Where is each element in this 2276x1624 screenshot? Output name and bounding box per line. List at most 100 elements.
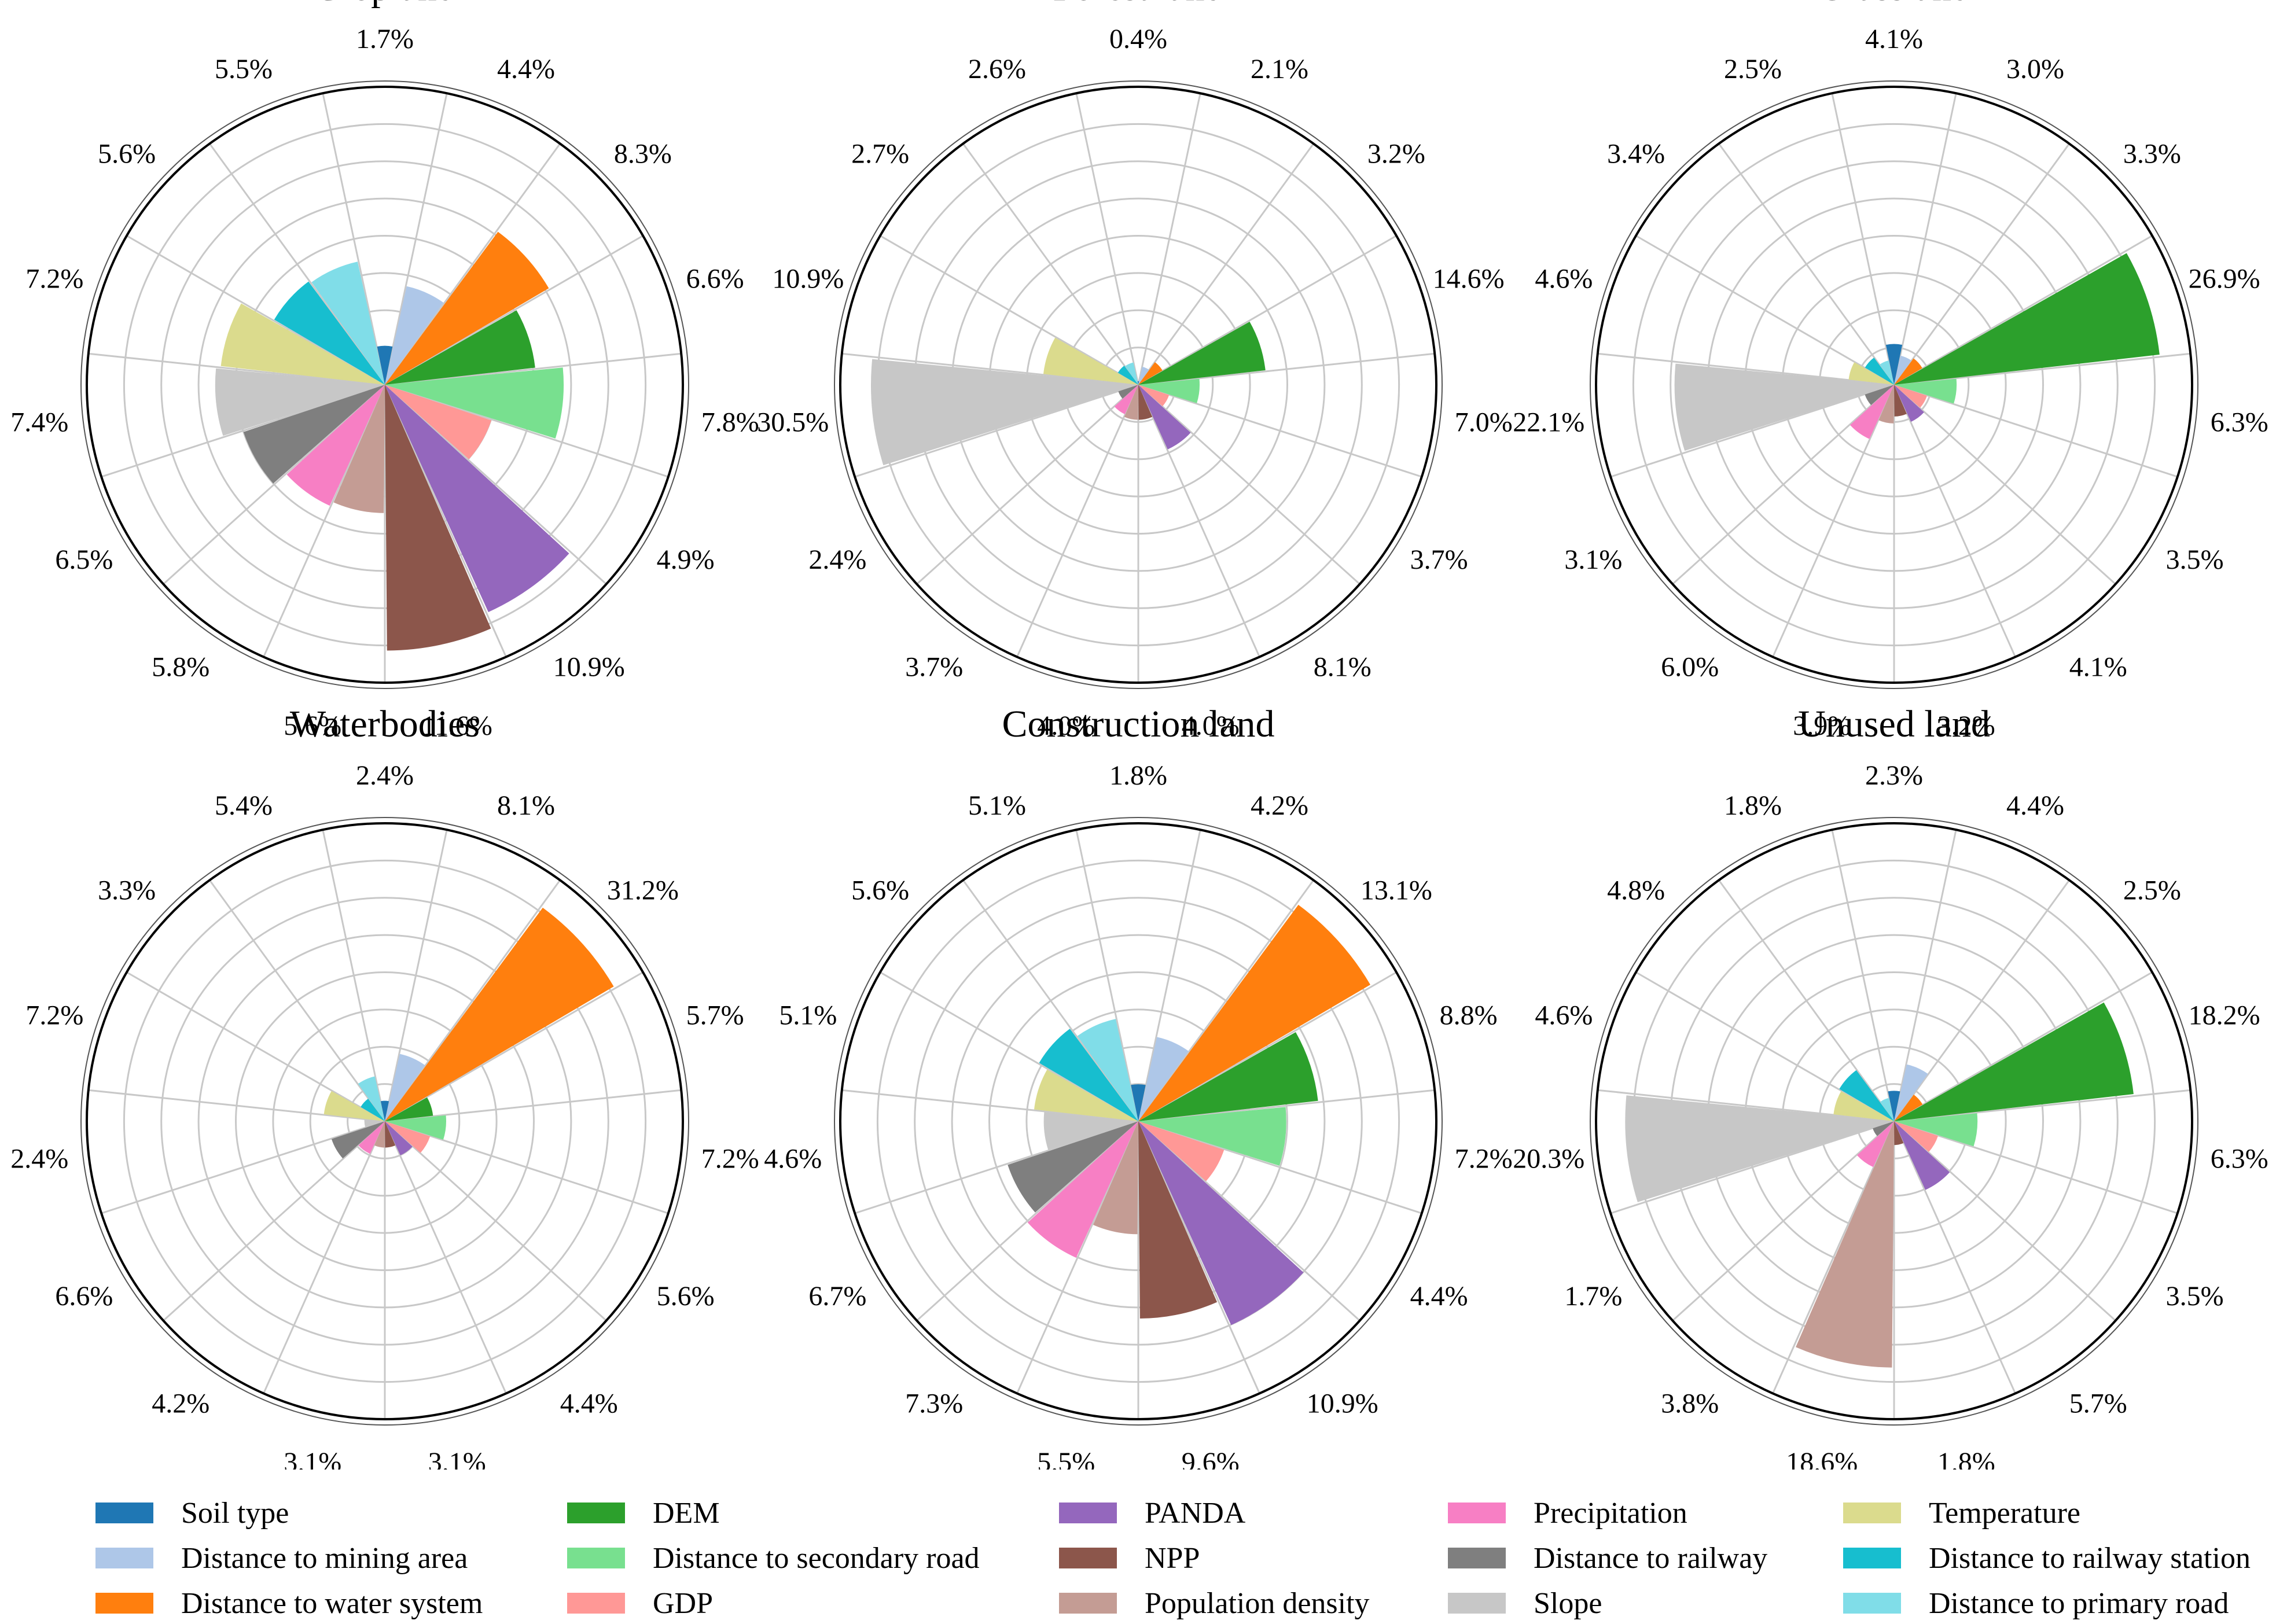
bar-label: 4.2%: [152, 1388, 209, 1419]
bar-label: 1.8%: [1109, 760, 1167, 791]
outer-circle: [1595, 86, 2193, 684]
bar: [358, 1076, 385, 1121]
legend-label: Distance to water system: [181, 1586, 483, 1620]
bar: [1043, 1112, 1138, 1150]
bar-label: 4.4%: [2006, 790, 2064, 821]
bar-label: 4.8%: [1607, 875, 1665, 906]
bar: [1138, 322, 1266, 385]
bar-label: 7.0%: [1455, 407, 1513, 438]
bar: [333, 385, 385, 513]
grid-spoke: [841, 1089, 1139, 1122]
bar-label: 5.7%: [2069, 1388, 2127, 1419]
legend-label: DEM: [653, 1496, 720, 1530]
bar: [1848, 362, 1894, 385]
grid-spoke: [384, 1120, 607, 1321]
grid-spoke: [1610, 1120, 1895, 1214]
bar-label: 2.4%: [10, 1144, 68, 1174]
bar: [385, 385, 569, 612]
grid-spoke: [384, 879, 561, 1122]
chart-title: Construction land: [1002, 703, 1274, 745]
grid-spoke: [1831, 829, 1895, 1122]
bar-label: 2.4%: [808, 544, 866, 575]
bar: [1894, 1002, 2134, 1121]
legend-label: Slope: [1534, 1586, 1602, 1620]
grid-spoke: [384, 1089, 682, 1122]
polar-chart: 1.7% 4.4% 8.3% 6.6% 7.8% 4.9% 10.9% 11.6% 5.6% 5.…: [10, 0, 759, 741]
bar: [377, 345, 393, 385]
legend-item: Slope: [1448, 1583, 1602, 1623]
bar-label: 8.8%: [1440, 1000, 1498, 1031]
bar: [1124, 385, 1138, 420]
chart-title: Grassland: [1818, 0, 1970, 9]
grid-spoke: [88, 1089, 385, 1122]
legend-swatch: [1059, 1593, 1117, 1614]
bar: [1043, 337, 1138, 385]
bar-label: 22.1%: [1513, 407, 1584, 438]
bar: [1674, 363, 1894, 451]
grid-spoke: [126, 235, 385, 386]
bar: [385, 1054, 425, 1121]
outer-circle: [839, 822, 1437, 1420]
grid-spoke: [916, 1120, 1139, 1321]
bar-label: 7.3%: [905, 1388, 963, 1419]
legend-item: Distance to railway station: [1843, 1538, 2251, 1578]
legend-label: Distance to railway station: [1929, 1541, 2251, 1575]
bar: [220, 303, 385, 385]
bar: [1131, 1084, 1146, 1121]
bar: [385, 1121, 431, 1153]
bar-label: 2.5%: [1724, 54, 1782, 84]
grid-spoke: [1893, 1121, 2016, 1394]
bar: [1027, 1121, 1138, 1258]
bar-label: 3.1%: [428, 1447, 486, 1470]
bar: [274, 281, 385, 385]
bar-label: 6.6%: [55, 1281, 113, 1312]
bar: [1138, 385, 1153, 420]
grid-spoke: [1831, 93, 1895, 385]
bar: [331, 1121, 385, 1159]
bar-label: 2.3%: [1865, 760, 1923, 791]
bar-label: 7.2%: [25, 1000, 83, 1031]
bar-label: 5.1%: [779, 1000, 837, 1031]
grid-spoke: [916, 384, 1139, 585]
bar-label: 2.5%: [2123, 875, 2181, 906]
bar-label: 4.0%: [1037, 710, 1095, 741]
bar-label: 1.8%: [1937, 1447, 1995, 1470]
outer-circle: [1595, 822, 2193, 1420]
bar-label: 3.2%: [1937, 710, 1995, 741]
bar-label: 3.8%: [1661, 1388, 1719, 1419]
bar: [1894, 1095, 1923, 1121]
grid-spoke: [1137, 93, 1201, 385]
grid-spoke: [1893, 1120, 2116, 1321]
grid-spoke: [263, 1121, 386, 1394]
bar: [1894, 1121, 1950, 1190]
grid-spoke: [1075, 829, 1139, 1122]
grid-spoke: [1635, 971, 1895, 1122]
bar-label: 4.4%: [1410, 1281, 1468, 1312]
bar: [1138, 1121, 1218, 1319]
bar-label: 4.6%: [1535, 1000, 1593, 1031]
bar-label: 4.9%: [657, 544, 715, 575]
bar-label: 5.7%: [686, 1000, 744, 1031]
bar-label: 2.1%: [1251, 54, 1308, 84]
grid-spoke: [1138, 971, 1397, 1122]
legend-item: Soil type: [95, 1493, 289, 1533]
bar: [385, 385, 491, 651]
bar: [1839, 1070, 1894, 1121]
bar-label: 5.6%: [98, 139, 156, 170]
bar-label: 8.3%: [614, 139, 672, 170]
bar: [1137, 381, 1139, 385]
legend-label: Temperature: [1929, 1496, 2080, 1530]
bar-label: 3.9%: [1793, 710, 1851, 741]
grid-spoke: [1893, 971, 2153, 1122]
bar: [1138, 1121, 1225, 1181]
bar: [1077, 1019, 1138, 1121]
legend-swatch: [567, 1503, 625, 1523]
grid-spoke: [1893, 93, 1957, 385]
bar: [1873, 1121, 1894, 1136]
grid-spoke: [1610, 384, 1895, 478]
grid-spoke: [384, 1120, 669, 1214]
bar-label: 3.0%: [2006, 54, 2064, 84]
polar-chart: 1.8% 4.2% 13.1% 8.8% 7.2% 4.4% 10.9% 9.6% 5.5% 7.…: [764, 703, 1512, 1470]
grid-spoke: [1893, 879, 2070, 1122]
grid-spoke: [209, 143, 386, 385]
